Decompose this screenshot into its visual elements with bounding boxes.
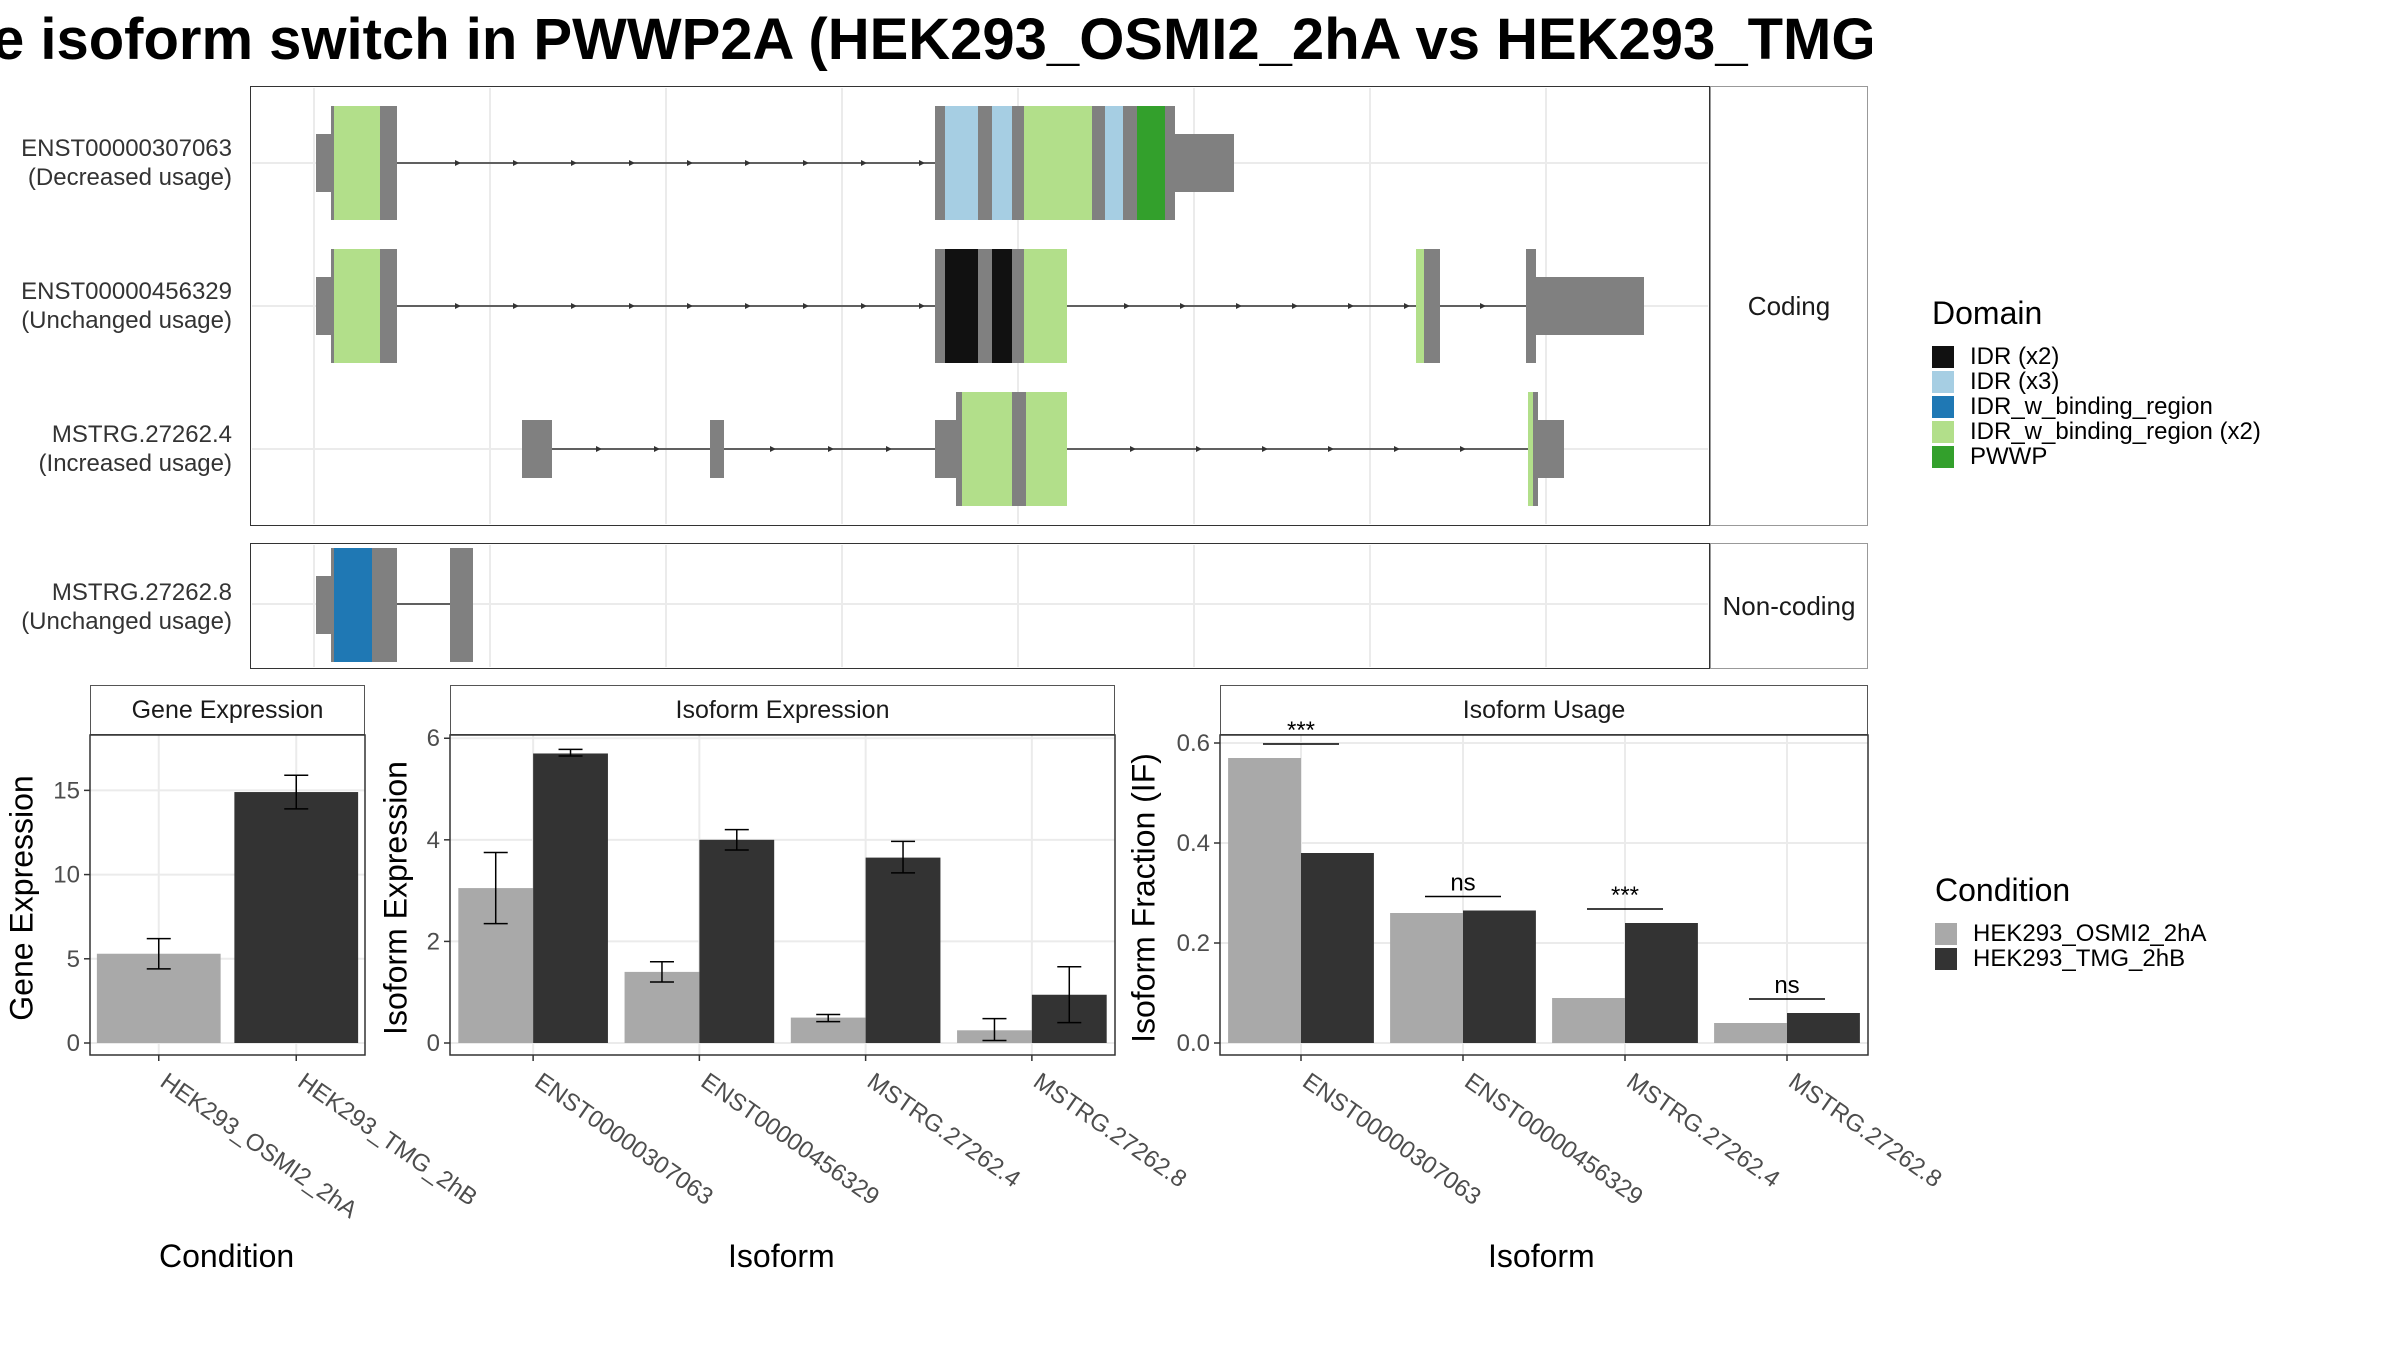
bar bbox=[624, 971, 700, 1043]
transcript-model-2 bbox=[316, 249, 1644, 363]
bar bbox=[699, 839, 775, 1043]
bar bbox=[1390, 913, 1463, 1043]
significance-label: ns bbox=[1774, 972, 1799, 999]
x-tick-label: ENST00000456329 bbox=[696, 1068, 884, 1211]
plot-title: e isoform switch in PWWP2A (HEK293_OSMI2… bbox=[0, 7, 1872, 72]
x-tick-label: MSTRG.27262.8 bbox=[1784, 1068, 1947, 1193]
y-tick-label: 0.2 bbox=[1177, 930, 1210, 957]
legend-swatch bbox=[1935, 923, 1957, 945]
isoform-expression-xlabel: Isoform bbox=[728, 1238, 835, 1274]
bar bbox=[865, 857, 941, 1043]
condition-legend-title: Condition bbox=[1935, 872, 2071, 908]
significance-label: ns bbox=[1450, 870, 1475, 897]
significance-label: *** bbox=[1287, 717, 1315, 744]
y-tick-label: 0.6 bbox=[1177, 730, 1210, 757]
legend-swatch bbox=[1932, 346, 1954, 368]
bar bbox=[533, 753, 608, 1043]
bar bbox=[1625, 923, 1698, 1043]
noncoding-strip: Non-coding bbox=[1710, 543, 1868, 669]
domain-legend-item: IDR_w_binding_region bbox=[1932, 393, 2213, 421]
bar bbox=[1787, 1013, 1860, 1043]
coding-strip: Coding bbox=[1710, 86, 1868, 526]
transcript-label: ENST00000456329 (Unchanged usage) bbox=[21, 278, 232, 334]
transcript-model-4 bbox=[316, 548, 473, 662]
noncoding-structure-panel bbox=[250, 543, 1710, 669]
y-tick-label: 0.0 bbox=[1177, 1030, 1210, 1057]
y-tick-label: 4 bbox=[427, 827, 440, 854]
y-tick-label: 5 bbox=[67, 946, 80, 973]
bar bbox=[1301, 853, 1374, 1043]
plot-frame bbox=[449, 734, 1116, 1056]
x-tick-label: MSTRG.27262.8 bbox=[1028, 1068, 1191, 1193]
plot-frame bbox=[1219, 734, 1869, 1056]
legend-swatch bbox=[1932, 371, 1954, 393]
transcript-label: MSTRG.27262.4 (Increased usage) bbox=[38, 421, 232, 477]
domain-legend-item: PWWP bbox=[1932, 443, 2047, 471]
y-tick-label: 15 bbox=[53, 777, 80, 804]
x-tick-label: MSTRG.27262.4 bbox=[1622, 1068, 1785, 1193]
plot-frame bbox=[89, 734, 366, 1056]
y-tick-label: 10 bbox=[53, 862, 80, 889]
domain-legend-item: IDR_w_binding_region (x2) bbox=[1932, 418, 2261, 446]
transcript-model-3 bbox=[522, 392, 1564, 506]
y-tick-label: 0 bbox=[67, 1030, 80, 1057]
transcript-label: ENST00000307063 (Decreased usage) bbox=[21, 135, 232, 191]
transcript-model-1 bbox=[316, 106, 1234, 220]
isoform-usage-strip: Isoform Usage bbox=[1220, 685, 1868, 735]
significance-label: *** bbox=[1611, 882, 1639, 909]
legend-swatch bbox=[1932, 446, 1954, 468]
isoform-expression-strip: Isoform Expression bbox=[450, 685, 1115, 735]
domain-legend-item: IDR (x3) bbox=[1932, 368, 2059, 396]
transcript-label: MSTRG.27262.8 (Unchanged usage) bbox=[21, 579, 232, 635]
x-tick-label: MSTRG.27262.4 bbox=[862, 1068, 1025, 1193]
isoform-usage-xlabel: Isoform bbox=[1488, 1238, 1595, 1274]
bar bbox=[1714, 1023, 1787, 1043]
y-tick-label: 2 bbox=[427, 928, 440, 955]
x-tick-label: ENST00000307063 bbox=[530, 1068, 718, 1211]
x-tick-label: ENST00000307063 bbox=[1298, 1068, 1486, 1211]
gene-expression-xlabel: Condition bbox=[159, 1238, 295, 1274]
bar bbox=[1463, 910, 1536, 1043]
x-tick-label: ENST00000456329 bbox=[1460, 1068, 1648, 1211]
bar bbox=[1228, 758, 1301, 1043]
condition-legend-item: HEK293_TMG_2hB bbox=[1935, 945, 2185, 973]
domain-legend-item: IDR (x2) bbox=[1932, 343, 2059, 371]
domain-legend-title: Domain bbox=[1932, 295, 2043, 331]
legend-swatch bbox=[1932, 396, 1954, 418]
condition-legend-item: HEK293_OSMI2_2hA bbox=[1935, 920, 2206, 948]
legend-swatch bbox=[1935, 948, 1957, 970]
bar bbox=[234, 792, 359, 1043]
y-tick-label: 0.4 bbox=[1177, 830, 1210, 857]
gene-expression-strip: Gene Expression bbox=[90, 685, 365, 735]
legend-swatch bbox=[1932, 421, 1954, 443]
y-tick-label: 0 bbox=[427, 1030, 440, 1057]
bar bbox=[1552, 998, 1625, 1043]
y-tick-label: 6 bbox=[427, 725, 440, 752]
